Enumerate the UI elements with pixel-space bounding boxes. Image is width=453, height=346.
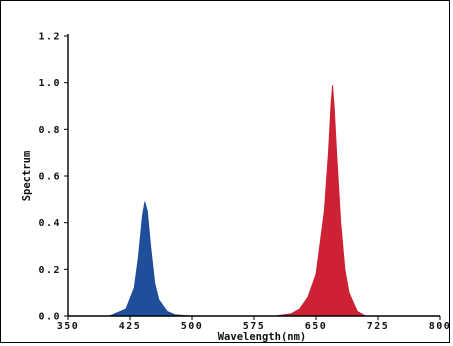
y-tick-label: 0.6 xyxy=(38,172,61,183)
y-tick-label: 1.0 xyxy=(38,78,61,89)
y-tick-label: 0.0 xyxy=(38,312,61,323)
axes xyxy=(67,34,440,317)
x-tick-label: 650 xyxy=(305,321,328,332)
x-tick-label: 500 xyxy=(181,321,204,332)
ticks: 350 425 500 575 650 725 800 0.0 0.2 0.4 0.6 0.8 1.0 1… xyxy=(38,32,452,333)
x-tick-label: 350 xyxy=(57,321,80,332)
x-tick-label: 800 xyxy=(429,321,452,332)
x-tick-label: 575 xyxy=(243,321,266,332)
y-tick-label: 0.8 xyxy=(38,125,61,136)
y-axis-title: Spectrum xyxy=(21,151,33,202)
plot-areas xyxy=(109,84,368,317)
series-1-area xyxy=(274,84,368,317)
y-tick-label: 0.2 xyxy=(38,265,61,276)
x-tick-label: 425 xyxy=(119,321,142,332)
series-0-area xyxy=(109,201,193,317)
x-axis-title: Wavelength(nm) xyxy=(218,331,307,343)
x-tick-label: 725 xyxy=(367,321,390,332)
y-tick-label: 0.4 xyxy=(38,218,61,229)
y-tick-label: 1.2 xyxy=(38,32,61,43)
